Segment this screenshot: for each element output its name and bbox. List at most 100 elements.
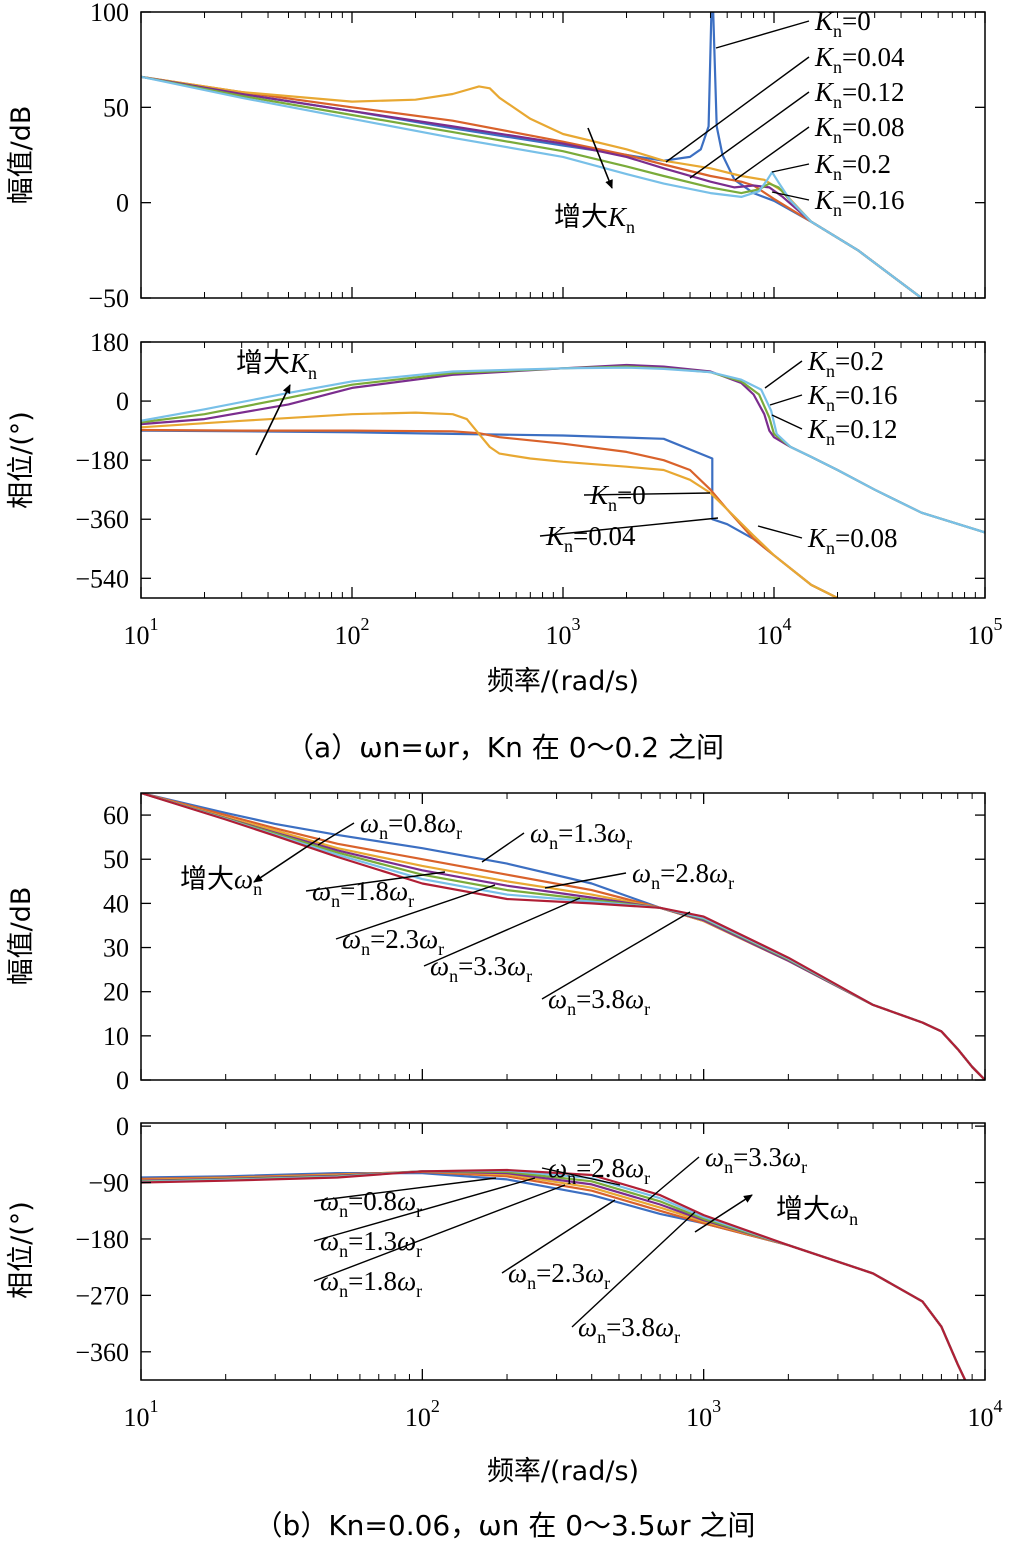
y-axis-label: 相位/(°) <box>6 411 37 509</box>
y-tick-label: 10 <box>103 1022 129 1051</box>
annotation-label: ωn=0.8ωr <box>360 808 462 843</box>
series-line-1 <box>141 428 838 598</box>
annotation-label: Kn=0.04 <box>814 42 905 77</box>
annotation-label: ωn=1.8ωr <box>312 876 414 911</box>
annotation-label: Kn=0.2 <box>814 149 891 184</box>
annotation-leader <box>571 1211 696 1328</box>
y-tick-label: 60 <box>103 801 129 830</box>
annotation-label: ωn=1.8ωr <box>320 1266 422 1301</box>
y-tick-label: 50 <box>103 845 129 874</box>
annotation-label: Kn=0.2 <box>807 346 884 381</box>
series-line-3 <box>141 75 923 298</box>
annotation-leader <box>764 360 803 389</box>
series-line-0 <box>141 12 923 298</box>
annotation-leader <box>715 20 810 49</box>
annotation-label: ωn=3.8ωr <box>578 1312 680 1347</box>
x-tick-label: 103 <box>546 614 581 650</box>
y-tick-label: 20 <box>103 978 129 1007</box>
y-tick-label: 0 <box>116 387 129 416</box>
annotation-label: ωn=1.3ωr <box>320 1226 422 1261</box>
y-axis-label: 幅值/dB <box>6 106 37 205</box>
annotation-leader <box>583 492 711 496</box>
annotation-leader <box>539 517 719 537</box>
annotation-leader <box>665 56 810 163</box>
plot-frame <box>140 1122 986 1381</box>
annotation-leader <box>544 872 627 889</box>
annotation-leader <box>757 525 803 539</box>
annotation-leader <box>423 897 581 967</box>
caption-b: （b）Kn=0.06，ωn 在 0～3.5ωr 之间 <box>255 1509 756 1542</box>
annotation-leader <box>335 884 496 940</box>
annotation-leader <box>481 832 525 863</box>
annotation-leader <box>771 191 810 201</box>
panel-b-phase: 101 102 103 104 −360 −270 −180 −90 0 相位/(°) 频率/(ra… <box>6 1112 1003 1487</box>
y-tick-label: −50 <box>88 284 129 313</box>
y-tick-label: −180 <box>75 1225 129 1254</box>
annotation-label: 增大ωn <box>180 864 262 899</box>
annotation-label: Kn=0 <box>814 6 871 41</box>
annotation-label: ωn=3.8ωr <box>548 984 650 1019</box>
series-line-5 <box>141 366 985 534</box>
annotation-leader <box>689 91 810 179</box>
series-group <box>141 12 923 298</box>
series-line-1 <box>141 75 923 298</box>
annotation-leader <box>305 871 446 892</box>
x-axis-label: 频率/(rad/s) <box>487 1456 639 1487</box>
series-line-2 <box>141 411 838 598</box>
annotation-label: ωn=2.8ωr <box>548 1153 650 1188</box>
annotation-label: ωn=1.3ωr <box>530 818 632 853</box>
annotation-leader <box>541 1167 621 1186</box>
annotation-leader <box>771 163 810 173</box>
series-group <box>141 1168 967 1380</box>
series-group <box>141 363 985 598</box>
annotation-label: ωn=0.8ωr <box>320 1186 422 1221</box>
annotation-leader <box>313 1177 536 1242</box>
annotation-leader <box>501 1199 616 1274</box>
x-tick-label: 102 <box>335 614 370 650</box>
annotation-leader <box>771 414 803 430</box>
y-tick-label: 180 <box>90 328 129 357</box>
series-line-5 <box>141 75 923 298</box>
annotation-leader <box>313 1184 566 1282</box>
annotation-label: Kn=0.12 <box>807 414 898 449</box>
series-line-6 <box>141 1168 967 1380</box>
annotation-leader <box>647 1156 700 1201</box>
trend-arrow <box>694 1194 753 1233</box>
panel-a-phase: 101 102 103 104 105 −540 −360 −180 0 180 相位/(°) 频率/… <box>6 328 1003 697</box>
annotation-label: Kn=0.04 <box>545 521 636 556</box>
annotation-label: ωn=2.8ωr <box>632 858 734 893</box>
annotation-label: 增大Kn <box>554 202 635 237</box>
x-tick-label: 104 <box>968 1396 1003 1432</box>
trend-arrow <box>253 837 321 883</box>
x-tick-label: 101 <box>124 614 159 650</box>
annotation-label: 增大Kn <box>236 348 317 383</box>
y-tick-label: 50 <box>103 93 129 122</box>
y-tick-label: 0 <box>116 1066 129 1095</box>
y-tick-label: −270 <box>75 1281 129 1310</box>
annotation-label: Kn=0.12 <box>814 77 905 112</box>
annotation-leader <box>317 822 355 846</box>
annotation-leader <box>313 1177 497 1202</box>
y-tick-label: 40 <box>103 889 129 918</box>
y-tick-label: 30 <box>103 934 129 963</box>
annotation-label: 增大ωn <box>776 1194 858 1229</box>
caption-a: （a）ωn=ωr，Kn 在 0～0.2 之间 <box>286 731 724 764</box>
annotation-leader <box>734 126 810 181</box>
y-tick-label: −360 <box>75 1338 129 1367</box>
y-tick-label: −90 <box>88 1169 129 1198</box>
y-tick-label: 0 <box>116 189 129 218</box>
x-axis-label: 频率/(rad/s) <box>487 666 639 697</box>
trend-arrow <box>255 384 291 456</box>
annotation-label: ωn=2.3ωr <box>342 924 444 959</box>
y-tick-label: −540 <box>75 564 129 593</box>
y-tick-label: −180 <box>75 446 129 475</box>
annotation-label: Kn=0 <box>589 480 646 515</box>
x-tick-label: 104 <box>757 614 792 650</box>
annotation-label: ωn=2.3ωr <box>508 1258 610 1293</box>
annotation-leader <box>769 394 803 406</box>
x-tick-label: 103 <box>686 1396 721 1432</box>
y-axis-label: 幅值/dB <box>6 887 37 986</box>
x-tick-label: 101 <box>124 1396 159 1432</box>
trend-arrow <box>587 127 613 189</box>
annotation-leader <box>541 911 691 1000</box>
